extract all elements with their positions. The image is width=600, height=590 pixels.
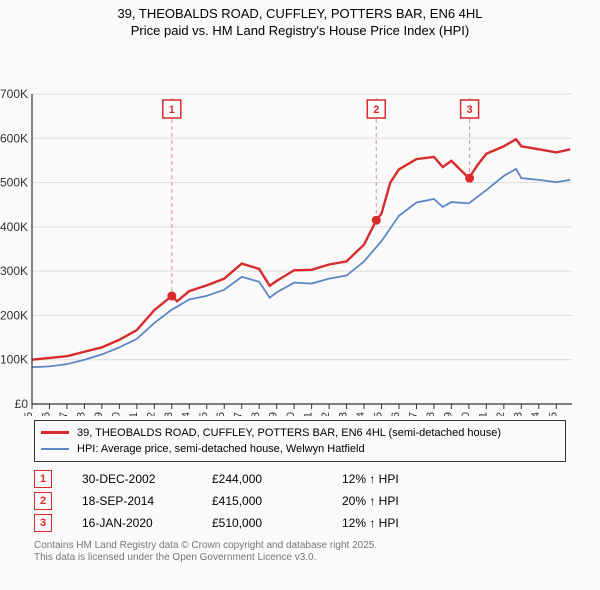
svg-text:2011: 2011 (303, 412, 315, 416)
chart-title-line2: Price paid vs. HM Land Registry's House … (0, 23, 600, 38)
svg-text:2002: 2002 (145, 412, 157, 416)
svg-text:2001: 2001 (128, 412, 140, 416)
sale-date: 16-JAN-2020 (82, 516, 182, 530)
sales-table: 1 30-DEC-2002 £244,000 12% ↑ HPI 2 18-SEP-201… (34, 468, 566, 534)
svg-text:2014: 2014 (355, 412, 367, 416)
footnote: Contains HM Land Registry data © Crown c… (34, 540, 566, 565)
svg-text:1999: 1999 (93, 412, 105, 416)
svg-text:2009: 2009 (268, 412, 280, 416)
svg-text:2: 2 (373, 104, 379, 116)
sale-pct: 12% ↑ HPI (342, 472, 442, 486)
svg-text:£700K: £700K (0, 87, 28, 101)
svg-text:£100K: £100K (0, 353, 28, 367)
legend-swatch-red (41, 431, 69, 434)
svg-text:2005: 2005 (198, 412, 210, 416)
legend-label-red: 39, THEOBALDS ROAD, CUFFLEY, POTTERS BAR… (77, 427, 501, 439)
sales-row: 3 16-JAN-2020 £510,000 12% ↑ HPI (34, 512, 566, 534)
svg-text:2012: 2012 (320, 412, 332, 416)
svg-text:2017: 2017 (407, 412, 419, 416)
sale-date: 18-SEP-2014 (82, 494, 182, 508)
sale-pct: 20% ↑ HPI (342, 494, 442, 508)
svg-text:2010: 2010 (285, 412, 297, 416)
sale-marker-1: 1 (34, 470, 52, 488)
legend-row-blue: HPI: Average price, semi-detached house,… (41, 441, 559, 457)
svg-text:2006: 2006 (215, 412, 227, 416)
legend-label-blue: HPI: Average price, semi-detached house,… (77, 443, 365, 455)
svg-text:£500K: £500K (0, 175, 28, 189)
svg-text:2022: 2022 (495, 412, 507, 416)
svg-text:1996: 1996 (40, 412, 52, 416)
sales-row: 2 18-SEP-2014 £415,000 20% ↑ HPI (34, 490, 566, 512)
svg-text:2023: 2023 (512, 412, 524, 416)
sales-row: 1 30-DEC-2002 £244,000 12% ↑ HPI (34, 468, 566, 490)
svg-text:2013: 2013 (338, 412, 350, 416)
svg-text:£600K: £600K (0, 131, 28, 145)
svg-text:2003: 2003 (163, 412, 175, 416)
sale-pct: 12% ↑ HPI (342, 516, 442, 530)
sale-date: 30-DEC-2002 (82, 472, 182, 486)
sale-price: £415,000 (212, 494, 312, 508)
svg-text:3: 3 (467, 104, 473, 116)
svg-text:2025: 2025 (547, 412, 559, 416)
svg-text:2015: 2015 (373, 412, 385, 416)
sale-price: £244,000 (212, 472, 312, 486)
svg-text:£200K: £200K (0, 308, 28, 322)
sale-marker-3: 3 (34, 514, 52, 532)
legend-swatch-blue (41, 448, 69, 450)
svg-text:2019: 2019 (442, 412, 454, 416)
legend-row-red: 39, THEOBALDS ROAD, CUFFLEY, POTTERS BAR… (41, 425, 559, 441)
svg-text:2020: 2020 (460, 412, 472, 416)
svg-text:£300K: £300K (0, 264, 28, 278)
svg-text:2016: 2016 (390, 412, 402, 416)
legend-box: 39, THEOBALDS ROAD, CUFFLEY, POTTERS BAR… (34, 420, 566, 462)
footnote-line1: Contains HM Land Registry data © Crown c… (34, 540, 566, 553)
sale-price: £510,000 (212, 516, 312, 530)
svg-text:1995: 1995 (23, 412, 35, 416)
chart-title-line1: 39, THEOBALDS ROAD, CUFFLEY, POTTERS BAR… (0, 0, 600, 23)
footnote-line2: This data is licensed under the Open Gov… (34, 552, 566, 565)
svg-text:1998: 1998 (75, 412, 87, 416)
price-chart: £0 £100K £200K £300K £400K £500K £600K £700K 199… (0, 38, 600, 416)
svg-text:£400K: £400K (0, 220, 28, 234)
svg-text:2004: 2004 (180, 412, 192, 416)
svg-text:2000: 2000 (110, 412, 122, 416)
svg-text:2008: 2008 (250, 412, 262, 416)
svg-text:£0: £0 (15, 397, 29, 411)
svg-text:2007: 2007 (233, 412, 245, 416)
svg-text:2024: 2024 (530, 412, 542, 416)
svg-text:2021: 2021 (477, 412, 489, 416)
sale-marker-2: 2 (34, 492, 52, 510)
svg-text:1: 1 (169, 104, 175, 116)
svg-text:2018: 2018 (425, 412, 437, 416)
svg-text:1997: 1997 (58, 412, 70, 416)
